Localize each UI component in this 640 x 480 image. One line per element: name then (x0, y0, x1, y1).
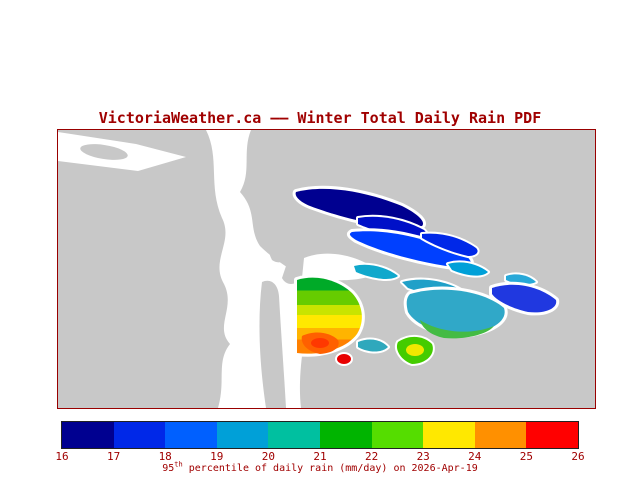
rain-region-green-rim (420, 320, 494, 339)
colorbar-tick-label: 20 (261, 450, 276, 463)
rain-region-far-east-blue-island (489, 281, 560, 316)
colorbar-segment (268, 422, 320, 448)
colorbar-tick-label: 19 (210, 450, 224, 463)
colorbar-tick-label: 18 (158, 450, 172, 463)
colorbar-tick-label: 23 (416, 450, 430, 463)
colorbar (61, 421, 579, 449)
caption-rest: percentile of daily rain (mm/day) on 202… (182, 463, 478, 474)
colorbar-segment (423, 422, 475, 448)
rain-region-orange-red-core (311, 338, 329, 348)
colorbar-segment (216, 422, 269, 448)
colorbar-segment (62, 422, 114, 448)
map-frame (57, 129, 596, 409)
colorbar-segment (474, 422, 527, 448)
rain-region-blue-island-2 (420, 231, 480, 258)
map-svg (58, 130, 595, 408)
colorbar-tick-label: 24 (468, 450, 482, 463)
colorbar-tick-label: 25 (519, 450, 534, 463)
caption-superscript: th (174, 460, 183, 469)
colorbar-tick-label: 26 (571, 450, 585, 463)
gray-islet-midbay-1 (267, 226, 293, 263)
rain-region-red-hotspot (335, 352, 353, 366)
colorbar-segment (165, 422, 217, 448)
colorbar-caption: 95th percentile of daily rain (mm/day) o… (0, 460, 640, 474)
rain-region-yellow-core (406, 344, 424, 356)
rain-region-teal-bits-south (356, 337, 390, 354)
colorbar-segment (319, 422, 372, 448)
colorbar-segment (113, 422, 166, 448)
rain-region-cyan-islet-west (352, 262, 400, 281)
page-title: VictoriaWeather.ca —— Winter Total Daily… (98, 109, 542, 127)
colorbar-ticks: 16 17 18 19 20 21 22 23 24 25 26 (55, 450, 584, 463)
rain-region-azure-islet (446, 260, 490, 278)
colorbar-segment (526, 422, 578, 448)
colorbar-tick-label: 22 (364, 450, 379, 463)
gray-islet-northwest (80, 144, 128, 160)
land-ridge (259, 280, 286, 408)
colorbar-segment (371, 422, 424, 448)
colorbar-tick-label: 16 (55, 450, 69, 463)
colorbar-tick-label: 21 (313, 450, 327, 463)
colorbar-tick-label: 17 (106, 450, 121, 463)
caption-prefix: 95 (162, 463, 175, 474)
